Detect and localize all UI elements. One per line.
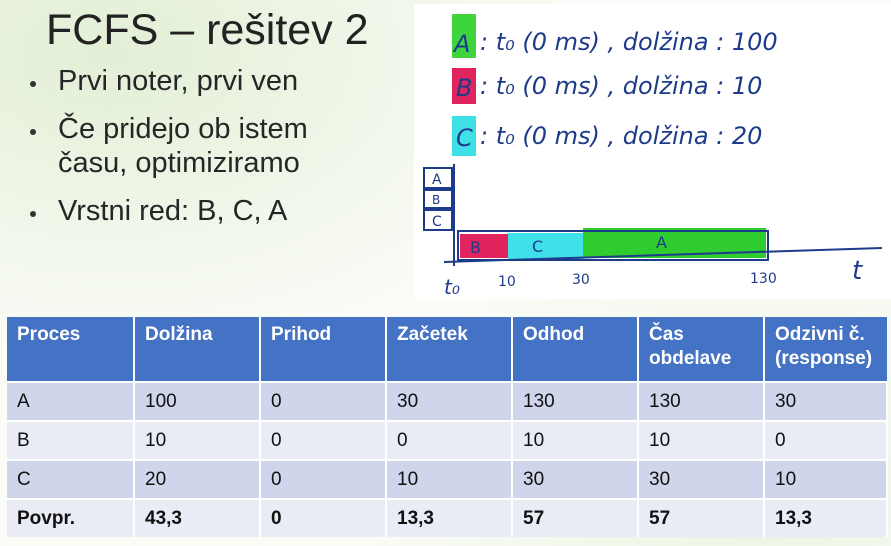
table-cell: 57 (512, 498, 639, 537)
process-line-a: A : t₀ (0 ms) , dolžina : 100 (452, 14, 778, 58)
table-cell: B (7, 420, 135, 460)
table-cell: 30 (386, 381, 513, 421)
column-header: Proces (7, 317, 135, 382)
table-cell: 10 (134, 420, 261, 460)
fcfs-results-table: Proces Dolžina Prihod Začetek Odhod Čas … (7, 317, 888, 537)
column-header: Začetek (386, 317, 513, 382)
column-header: Prihod (260, 317, 387, 382)
process-color-swatch (452, 116, 476, 156)
table-cell: Povpr. (7, 498, 135, 537)
table-row: B 10 0 0 10 10 0 (7, 420, 888, 460)
table-cell: 30 (764, 381, 888, 421)
timeline-frame (457, 230, 769, 261)
table-row: C 20 0 10 30 30 10 (7, 459, 888, 499)
table-cell: 0 (260, 498, 387, 537)
bullet-list: Prvi noter, prvi ven Če pridejo ob istem… (30, 64, 410, 242)
bullet-item: Prvi noter, prvi ven (30, 64, 410, 98)
table-cell: 57 (638, 498, 765, 537)
table-cell: A (7, 381, 135, 421)
column-header: Odzivni č. (response) (764, 317, 887, 382)
column-header: Čas obdelave (638, 317, 765, 382)
axis-tick-130: 130 (750, 271, 777, 287)
queue-label: C (432, 214, 442, 230)
table-cell: 0 (764, 420, 888, 460)
table-cell: 30 (512, 459, 639, 499)
table-cell: 100 (134, 381, 261, 421)
queue-label: A (432, 172, 442, 188)
queue-stack (423, 167, 453, 231)
table-cell: 0 (386, 420, 513, 460)
process-letter: B (456, 74, 472, 102)
handwritten-gantt-sketch: A : t₀ (0 ms) , dolžina : 100 B : t₀ (0 … (414, 4, 891, 299)
queue-box (423, 167, 453, 189)
table-cell: 13,3 (764, 498, 888, 537)
axis-tick-30: 30 (572, 272, 590, 288)
process-line-b: B : t₀ (0 ms) , dolžina : 10 (452, 68, 762, 104)
column-header: Odhod (512, 317, 639, 382)
process-letter: C (456, 124, 473, 152)
axis-tick-10: 10 (498, 274, 516, 290)
process-color-swatch (452, 14, 476, 58)
table-cell: 0 (260, 459, 387, 499)
table-row-average: Povpr. 43,3 0 13,3 57 57 13,3 (7, 498, 888, 537)
process-line-c: C : t₀ (0 ms) , dolžina : 20 (452, 116, 762, 156)
timeline-segment-c (508, 233, 583, 259)
table-cell: 10 (764, 459, 888, 499)
table-cell: C (7, 459, 135, 499)
segment-label: C (532, 237, 543, 256)
table-cell: 13,3 (386, 498, 513, 537)
table-cell: 20 (134, 459, 261, 499)
timeline-segment-b (460, 234, 508, 258)
slide-title: FCFS – rešitev 2 (46, 6, 369, 54)
sketch-canvas: A : t₀ (0 ms) , dolžina : 100 B : t₀ (0 … (423, 14, 883, 299)
timeline-x-axis (443, 247, 883, 263)
bullet-item: Če pridejo ob istem času, optimiziramo (30, 112, 368, 180)
table-header-row: Proces Dolžina Prihod Začetek Odhod Čas … (7, 317, 887, 382)
table-cell: 130 (512, 381, 639, 421)
axis-tick-t0: t₀ (444, 275, 460, 299)
table-cell: 0 (260, 381, 387, 421)
table-cell: 10 (512, 420, 639, 460)
segment-label: B (470, 238, 481, 257)
queue-label: B (432, 193, 440, 207)
process-desc: : t₀ (0 ms) , dolžina : 10 (480, 72, 762, 100)
process-color-swatch (452, 68, 476, 104)
process-letter: A (452, 30, 470, 58)
segment-label: A (656, 233, 667, 252)
table-cell: 43,3 (134, 498, 261, 537)
queue-box (423, 209, 453, 231)
column-header: Dolžina (134, 317, 261, 382)
table-cell: 30 (638, 459, 765, 499)
table-row: A 100 0 30 130 130 30 (7, 381, 888, 421)
table-cell: 130 (638, 381, 765, 421)
process-desc: : t₀ (0 ms) , dolžina : 20 (480, 122, 762, 150)
axis-label-t: t (852, 256, 863, 286)
process-desc: : t₀ (0 ms) , dolžina : 100 (480, 28, 778, 56)
bullet-item: Vrstni red: B, C, A (30, 194, 410, 228)
queue-box (423, 189, 453, 209)
table-cell: 10 (638, 420, 765, 460)
table-cell: 10 (386, 459, 513, 499)
table-cell: 0 (260, 420, 387, 460)
